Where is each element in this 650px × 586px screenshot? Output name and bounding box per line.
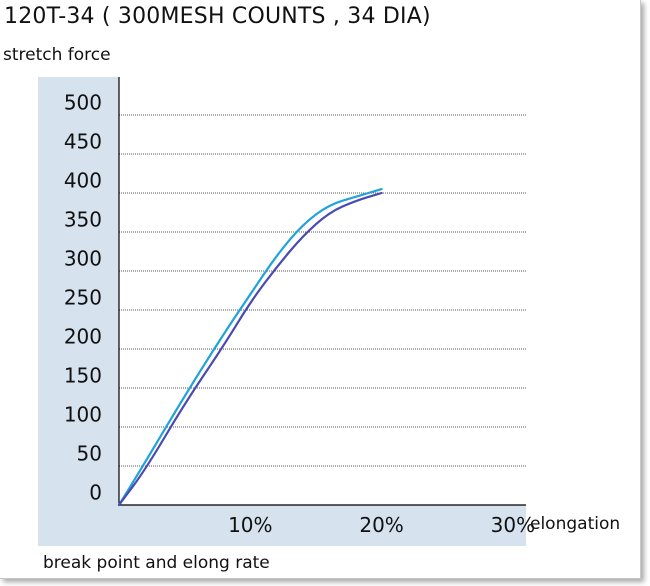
y-tick-label: 300 — [64, 247, 102, 271]
y-tick-label: 450 — [64, 130, 102, 154]
x-tick-labels: 10% 20% 30% — [228, 513, 535, 537]
x-tick-label: 10% — [228, 513, 272, 537]
x-axis-band — [38, 505, 526, 546]
y-tick-label: 350 — [64, 208, 102, 232]
y-tick-label: 150 — [64, 364, 102, 388]
x-tick-label: 20% — [359, 513, 403, 537]
y-axis-band — [38, 77, 119, 546]
x-axis-label: elongation — [530, 514, 621, 534]
y-tick-label: 250 — [64, 286, 102, 310]
y-axis-label: stretch force — [3, 45, 111, 65]
y-tick-label: 100 — [64, 403, 102, 427]
series-lines — [117, 188, 383, 507]
y-tick-label: 0 — [89, 481, 102, 505]
y-tick-label: 200 — [64, 325, 102, 349]
series-line-2 — [117, 191, 383, 507]
x-tick-label: 30% — [491, 513, 535, 537]
chart-caption: break point and elong rate — [43, 553, 270, 573]
chart-title: 120T-34 ( 300MESH COUNTS , 34 DIA) — [4, 4, 431, 29]
y-tick-label: 500 — [64, 91, 102, 115]
y-tick-labels: 0 50 100 150 200 250 300 350 400 450 500 — [64, 91, 102, 505]
series-line-1 — [117, 188, 383, 507]
y-tick-label: 400 — [64, 169, 102, 193]
y-tick-label: 50 — [77, 442, 102, 466]
